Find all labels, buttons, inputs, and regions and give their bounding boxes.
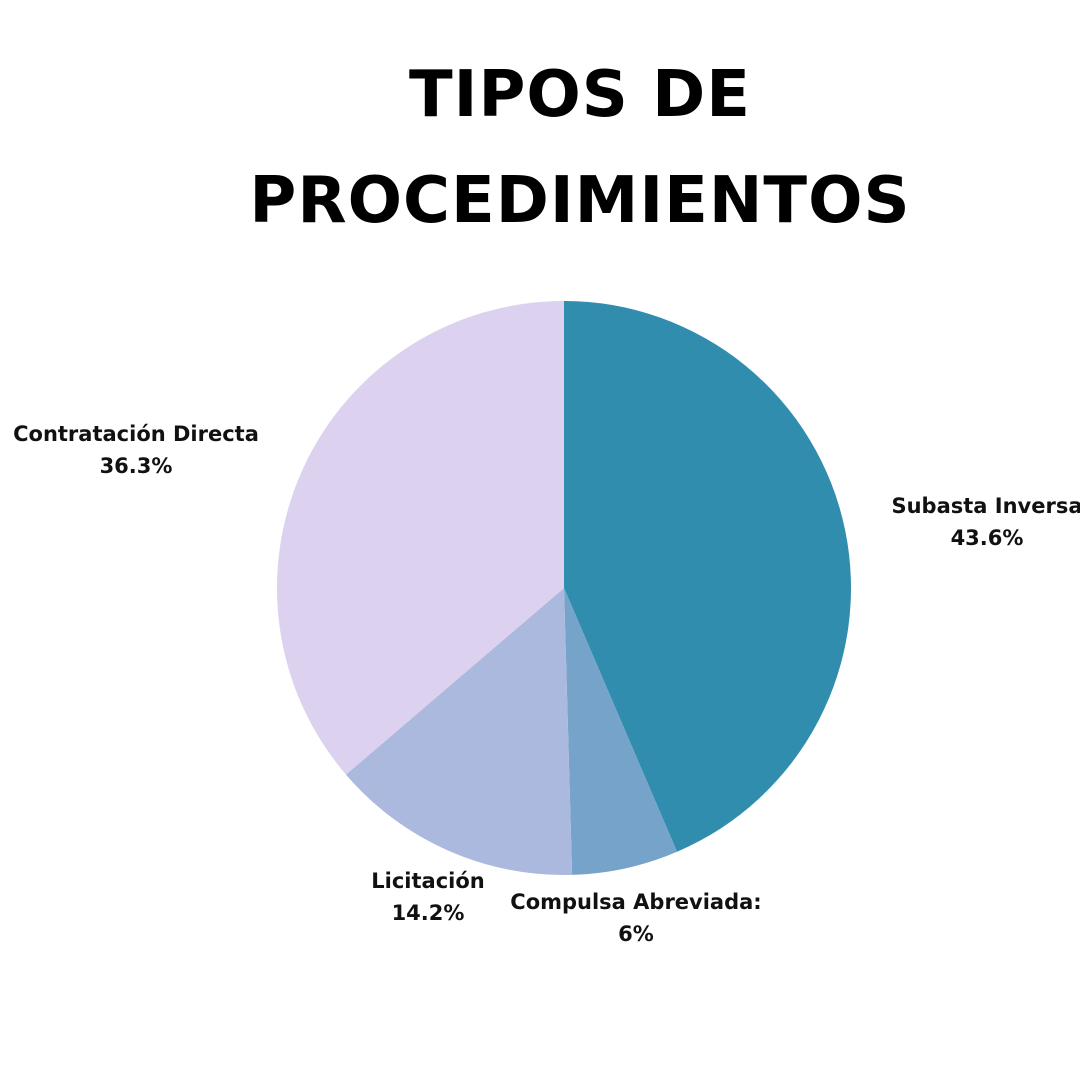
chart-title-line-2: PROCEDIMIENTOS [249,164,911,238]
slice-value-contratacion-directa: 36.3% [99,454,173,478]
slice-label-subasta-inversa: Subasta Inversa 43.6% [891,490,1080,554]
slice-label-contratacion-directa: Contratación Directa 36.3% [13,418,259,482]
pie-slice-licitacion [345,588,573,876]
slice-name-compulsa-abreviada: Compulsa Abreviada: [510,890,762,914]
slice-value-compulsa-abreviada: 6% [618,922,654,946]
slice-label-compulsa-abreviada: Compulsa Abreviada: 6% [510,886,761,950]
pie-slice-subasta-inversa [564,301,852,852]
slice-value-licitacion: 14.2% [391,901,465,925]
slice-label-licitacion: Licitación 14.2% [371,865,484,929]
chart-title-line-1: TIPOS DE [409,58,751,132]
slice-value-subasta-inversa: 43.6% [950,526,1024,550]
slice-name-contratacion-directa: Contratación Directa [13,422,259,446]
slice-name-subasta-inversa: Subasta Inversa [891,494,1080,518]
pie-slice-compulsa-abreviada [564,588,678,875]
slice-name-licitacion: Licitación [371,869,485,893]
pie-slice-contratacion-directa [276,301,564,775]
